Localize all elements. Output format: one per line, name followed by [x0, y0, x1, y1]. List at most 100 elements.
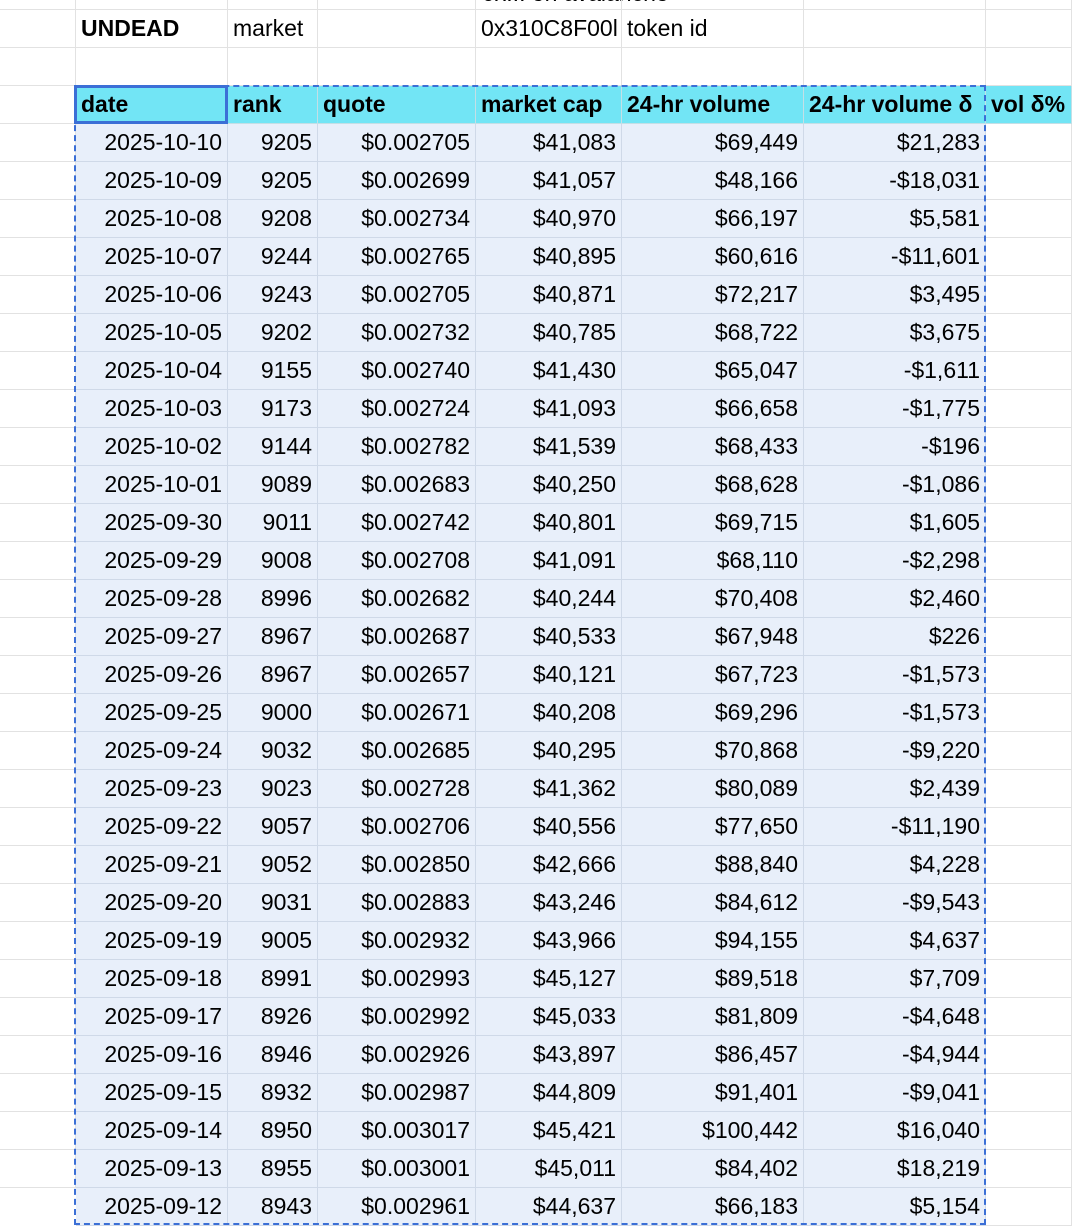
cell-24hr-volume[interactable]: $69,715 — [622, 504, 804, 542]
cell-24hr-volume[interactable]: $81,809 — [622, 998, 804, 1036]
cell-vol-delta-pct[interactable] — [986, 656, 1072, 694]
cell-quote[interactable]: $0.002728 — [318, 770, 476, 808]
cell-24hr-volume[interactable]: $70,868 — [622, 732, 804, 770]
cell-vol-delta-pct[interactable] — [986, 162, 1072, 200]
cell-24hr-volume[interactable]: $65,047 — [622, 352, 804, 390]
cell-market-cap[interactable]: $40,250 — [476, 466, 622, 504]
blank-cell[interactable] — [476, 48, 622, 86]
cell-vol-delta-pct[interactable] — [986, 504, 1072, 542]
cell-24hr-volume-delta[interactable]: -$18,031 — [804, 162, 986, 200]
cell-vol-delta-pct[interactable] — [986, 732, 1072, 770]
cell-quote[interactable]: $0.002993 — [318, 960, 476, 998]
cell-date[interactable]: 2025-09-16 — [76, 1036, 228, 1074]
cell-market-cap[interactable]: $41,083 — [476, 124, 622, 162]
cell-24hr-volume-delta[interactable]: -$9,220 — [804, 732, 986, 770]
cell-24hr-volume-delta[interactable]: $3,675 — [804, 314, 986, 352]
cell-quote[interactable]: $0.002724 — [318, 390, 476, 428]
token-symbol-cell[interactable]: UNDEAD — [76, 10, 228, 48]
cell-vol-delta-pct[interactable] — [986, 466, 1072, 504]
cell-quote[interactable]: $0.002705 — [318, 276, 476, 314]
cell-24hr-volume[interactable]: $91,401 — [622, 1074, 804, 1112]
cell-24hr-volume-delta[interactable]: -$1,573 — [804, 656, 986, 694]
cell-24hr-volume[interactable]: $60,616 — [622, 238, 804, 276]
cell-market-cap[interactable]: $40,121 — [476, 656, 622, 694]
cell-rank[interactable]: 8967 — [228, 656, 318, 694]
cell-rank[interactable]: 9155 — [228, 352, 318, 390]
cell-rank[interactable]: 9023 — [228, 770, 318, 808]
cell-rank[interactable]: 8926 — [228, 998, 318, 1036]
cell-24hr-volume-delta[interactable]: -$1,573 — [804, 694, 986, 732]
cell-quote[interactable]: $0.002932 — [318, 922, 476, 960]
cell-24hr-volume-delta[interactable]: $1,605 — [804, 504, 986, 542]
cell-market-cap[interactable]: $45,011 — [476, 1150, 622, 1188]
cell-rank[interactable]: 9205 — [228, 162, 318, 200]
header-vol-delta-pct[interactable]: vol δ% — [986, 86, 1072, 124]
cell-rank[interactable]: 8991 — [228, 960, 318, 998]
cell-vol-delta-pct[interactable] — [986, 1074, 1072, 1112]
cell-24hr-volume-delta[interactable]: -$4,648 — [804, 998, 986, 1036]
cell-24hr-volume[interactable]: $68,628 — [622, 466, 804, 504]
header-24hr-volume[interactable]: 24-hr volume — [622, 86, 804, 124]
cell-24hr-volume-delta[interactable]: -$2,298 — [804, 542, 986, 580]
cell-market-cap[interactable]: $45,421 — [476, 1112, 622, 1150]
cell-rank[interactable]: 9031 — [228, 884, 318, 922]
cell-vol-delta-pct[interactable] — [986, 314, 1072, 352]
cell-24hr-volume-delta[interactable]: $7,709 — [804, 960, 986, 998]
cell-date[interactable]: 2025-09-20 — [76, 884, 228, 922]
cell-quote[interactable]: $0.003001 — [318, 1150, 476, 1188]
cell-vol-delta-pct[interactable] — [986, 390, 1072, 428]
cell-market-cap[interactable]: $41,430 — [476, 352, 622, 390]
blank-cell[interactable] — [622, 48, 804, 86]
cell-quote[interactable]: $0.002883 — [318, 884, 476, 922]
cell-date[interactable]: 2025-09-29 — [76, 542, 228, 580]
cell-rank[interactable]: 9089 — [228, 466, 318, 504]
cell-date[interactable]: 2025-09-14 — [76, 1112, 228, 1150]
cell-date[interactable]: 2025-09-27 — [76, 618, 228, 656]
cell-rank[interactable]: 9202 — [228, 314, 318, 352]
cell-market-cap[interactable]: $40,295 — [476, 732, 622, 770]
cell-24hr-volume-delta[interactable]: $2,460 — [804, 580, 986, 618]
blank-cell[interactable] — [76, 0, 228, 10]
cell-24hr-volume[interactable]: $69,296 — [622, 694, 804, 732]
cell-24hr-volume[interactable]: $48,166 — [622, 162, 804, 200]
cell-quote[interactable]: $0.002683 — [318, 466, 476, 504]
cell-vol-delta-pct[interactable] — [986, 846, 1072, 884]
cell-24hr-volume-delta[interactable]: -$11,601 — [804, 238, 986, 276]
cell-vol-delta-pct[interactable] — [986, 276, 1072, 314]
cell-rank[interactable]: 9052 — [228, 846, 318, 884]
cell-24hr-volume[interactable]: $67,948 — [622, 618, 804, 656]
cell-date[interactable]: 2025-09-19 — [76, 922, 228, 960]
cell-date[interactable]: 2025-09-24 — [76, 732, 228, 770]
cell-24hr-volume-delta[interactable]: $2,439 — [804, 770, 986, 808]
cell-date[interactable]: 2025-09-25 — [76, 694, 228, 732]
blank-cell[interactable] — [318, 0, 476, 10]
cell-vol-delta-pct[interactable] — [986, 428, 1072, 466]
cell-quote[interactable]: $0.002708 — [318, 542, 476, 580]
cell-vol-delta-pct[interactable] — [986, 884, 1072, 922]
cell-vol-delta-pct[interactable] — [986, 960, 1072, 998]
cell-rank[interactable]: 8967 — [228, 618, 318, 656]
cell-24hr-volume[interactable]: $86,457 — [622, 1036, 804, 1074]
cell-market-cap[interactable]: $42,666 — [476, 846, 622, 884]
cell-quote[interactable]: $0.002706 — [318, 808, 476, 846]
cell-24hr-volume[interactable]: $84,612 — [622, 884, 804, 922]
blank-cell[interactable] — [804, 0, 986, 10]
header-date[interactable]: date — [76, 86, 228, 124]
cell-24hr-volume[interactable]: $88,840 — [622, 846, 804, 884]
cell-24hr-volume[interactable]: $66,658 — [622, 390, 804, 428]
cell-24hr-volume[interactable]: $68,722 — [622, 314, 804, 352]
blank-cell[interactable] — [622, 0, 804, 10]
cell-vol-delta-pct[interactable] — [986, 352, 1072, 390]
cell-quote[interactable]: $0.002685 — [318, 732, 476, 770]
cell-market-cap[interactable]: $40,556 — [476, 808, 622, 846]
cell-market-cap[interactable]: $41,091 — [476, 542, 622, 580]
cell-market-cap[interactable]: $40,785 — [476, 314, 622, 352]
cell-date[interactable]: 2025-09-13 — [76, 1150, 228, 1188]
cell-quote[interactable]: $0.002742 — [318, 504, 476, 542]
blank-cell[interactable] — [318, 10, 476, 48]
cell-vol-delta-pct[interactable] — [986, 694, 1072, 732]
cell-market-cap[interactable]: $40,970 — [476, 200, 622, 238]
cell-rank[interactable]: 8932 — [228, 1074, 318, 1112]
cell-24hr-volume-delta[interactable]: $21,283 — [804, 124, 986, 162]
cell-date[interactable]: 2025-09-21 — [76, 846, 228, 884]
